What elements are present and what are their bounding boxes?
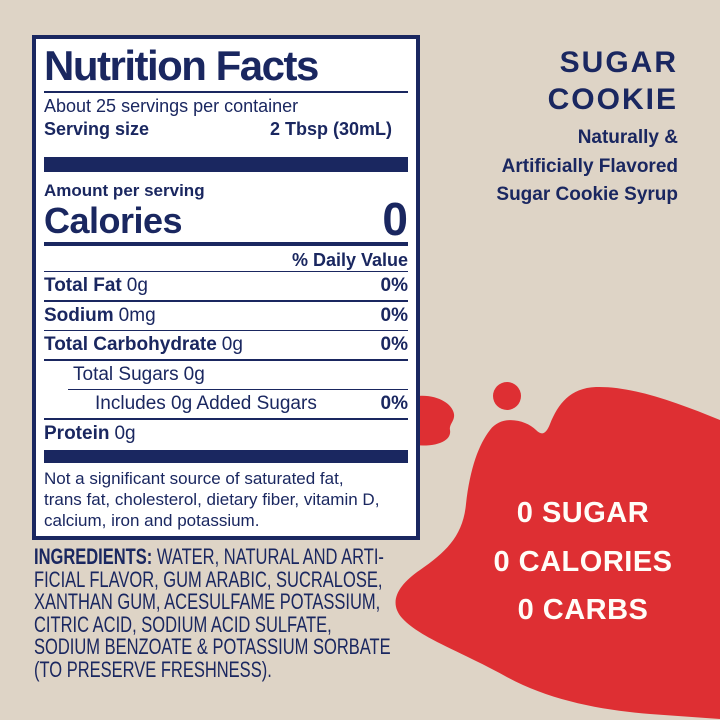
- amount-per-serving-label: Amount per serving: [44, 180, 205, 200]
- nutrient-name: Total Sugars: [73, 363, 179, 385]
- nutrient-daily-value: 0%: [380, 304, 408, 326]
- ingredients-line: CITRIC ACID, SODIUM ACID SULFATE,: [34, 611, 332, 637]
- nutrition-facts-panel: Nutrition Facts About 25 servings per co…: [32, 35, 420, 540]
- thick-bar: [44, 449, 408, 463]
- nutrient-amount: 0g: [221, 334, 243, 355]
- nutrient-amount: 0g: [126, 275, 148, 296]
- calories-row: Calories 0: [44, 192, 408, 245]
- product-name-block: SUGAR COOKIE Naturally & Artificially Fl…: [496, 44, 678, 210]
- nutrient-amount: 0mg: [118, 304, 156, 326]
- nutrient-row-total-fat: Total Fat 0g 0%: [44, 272, 408, 300]
- splash-dot-icon: [493, 382, 521, 410]
- nutrient-amount: 0g: [114, 422, 136, 444]
- nutrition-facts-title: Nutrition Facts: [44, 42, 319, 89]
- footnote: Not a significant source of saturated fa…: [44, 468, 408, 531]
- product-name-line: COOKIE: [547, 83, 678, 116]
- divider-indented: [68, 388, 408, 390]
- divider: [44, 329, 408, 331]
- nutrient-row-total-carbohydrate: Total Carbohydrate 0g 0%: [44, 331, 408, 359]
- claim-zero-calories: 0 CALORIES: [493, 545, 673, 578]
- ingredients-line: (TO PRESERVE FRESHNESS).: [34, 656, 272, 682]
- nutrient-daily-value: 0%: [380, 275, 408, 296]
- product-subtitle-line: Sugar Cookie Syrup: [496, 184, 678, 205]
- divider: [44, 418, 408, 420]
- divider: [44, 359, 408, 361]
- ingredients-line: INGREDIENTS: WATER, NATURAL AND ARTI-: [34, 544, 391, 569]
- nutrient-amount: 0g: [183, 363, 205, 385]
- nutrient-row-sodium: Sodium 0mg 0%: [44, 302, 408, 330]
- divider: [44, 300, 408, 302]
- calories-label: Calories: [44, 199, 183, 241]
- claims-block: 0 SUGAR 0 CALORIES 0 CARBS: [450, 489, 716, 635]
- ingredients-line: XANTHAN GUM, ACESULFAME POTASSIUM,: [34, 589, 381, 614]
- claim-zero-sugar: 0 SUGAR: [516, 497, 650, 529]
- nutrient-row-protein: Protein 0g: [44, 420, 408, 448]
- splash-blob-icon: [395, 386, 720, 719]
- footnote-line: Not a significant source of saturated fa…: [44, 468, 344, 488]
- daily-value-header: % Daily Value: [291, 249, 408, 270]
- divider: [44, 91, 408, 93]
- ingredients-text: WATER, NATURAL AND ARTI-: [156, 544, 384, 569]
- calories-value: 0: [382, 192, 408, 245]
- ingredients-line: FICIAL FLAVOR, GUM ARABIC, SUCRALOSE,: [34, 566, 383, 592]
- servings-per-container: About 25 servings per container: [44, 95, 299, 116]
- footnote-line: trans fat, cholesterol, dietary fiber, v…: [44, 489, 380, 509]
- divider: [44, 270, 408, 272]
- ingredients-line: SODIUM BENZOATE & POTASSIUM SORBATE: [34, 634, 391, 659]
- nutrient-name: Protein: [44, 422, 110, 444]
- medium-bar: [44, 241, 408, 246]
- ingredients-section: INGREDIENTS: WATER, NATURAL AND ARTI- FI…: [34, 544, 510, 682]
- nutrient-name: Sodium: [44, 304, 114, 326]
- ingredients-heading: INGREDIENTS:: [34, 544, 153, 569]
- nutrient-row-total-sugars: Total Sugars 0g: [44, 361, 408, 389]
- thick-bar: [44, 156, 408, 172]
- nutrient-name: Includes 0g Added Sugars: [95, 393, 317, 414]
- claim-zero-carbs: 0 CARBS: [517, 594, 649, 626]
- footnote-line: calcium, iron and potassium.: [44, 510, 260, 530]
- product-name-line: SUGAR: [559, 46, 678, 79]
- nutrient-name: Total Fat: [44, 275, 122, 296]
- product-subtitle-line: Naturally &: [577, 127, 678, 148]
- serving-size-value: 2 Tbsp (30mL): [269, 118, 392, 139]
- nutrient-name: Total Carbohydrate: [44, 334, 217, 355]
- serving-size-label: Serving size: [44, 118, 150, 139]
- nutrient-daily-value: 0%: [380, 334, 408, 355]
- serving-size-row: Serving size 2 Tbsp (30mL): [44, 118, 408, 141]
- nutrient-row-added-sugars: Includes 0g Added Sugars 0%: [44, 390, 408, 418]
- product-subtitle-line: Artificially Flavored: [501, 155, 678, 177]
- nutrient-daily-value: 0%: [380, 393, 408, 414]
